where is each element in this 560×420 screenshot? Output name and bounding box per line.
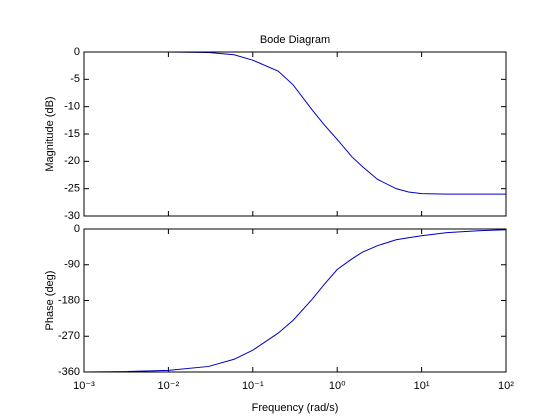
y-tick-label: -270 xyxy=(58,330,80,342)
y-tick-label: -30 xyxy=(64,210,80,222)
x-tick-label: 10⁰ xyxy=(329,380,346,392)
y-tick-label: -15 xyxy=(64,128,80,140)
y-tick-label: -360 xyxy=(58,366,80,378)
y-tick-label: -10 xyxy=(64,101,80,113)
y-tick-label: 0 xyxy=(74,46,80,58)
x-tick-label: 10⁻¹ xyxy=(242,380,264,392)
axes-background xyxy=(84,229,506,372)
y-tick-label: -20 xyxy=(64,155,80,167)
y-tick-label: -90 xyxy=(64,259,80,271)
y-tick-label: 0 xyxy=(74,223,80,235)
y-axis-label: Magnitude (dB) xyxy=(44,96,56,171)
x-tick-label: 10⁻² xyxy=(158,380,180,392)
y-axis-label: Phase (deg) xyxy=(44,271,56,331)
y-tick-label: -180 xyxy=(58,294,80,306)
axes-frame xyxy=(83,51,507,217)
y-tick-label: -25 xyxy=(64,183,80,195)
bode-curve xyxy=(83,229,507,373)
axes-background xyxy=(84,52,506,216)
chart-title: Bode Diagram xyxy=(260,34,330,46)
axes-frame xyxy=(83,228,507,373)
bode-curve xyxy=(84,51,506,195)
x-axis-label: Frequency (rad/s) xyxy=(252,402,339,414)
x-tick-label: 10¹ xyxy=(414,380,430,392)
y-tick-label: -5 xyxy=(70,73,80,85)
x-tick-label: 10⁻³ xyxy=(73,380,95,392)
x-tick-label: 10² xyxy=(498,380,514,392)
